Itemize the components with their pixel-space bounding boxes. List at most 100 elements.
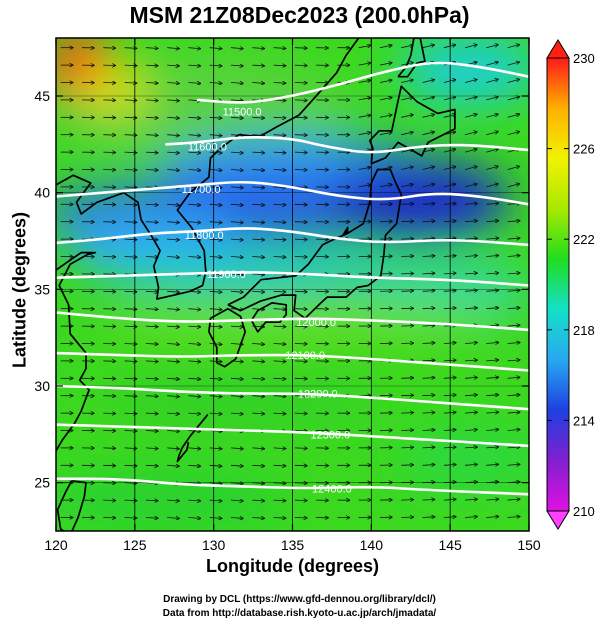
wind-arrow <box>124 483 137 484</box>
wind-arrow <box>507 273 520 274</box>
wind-arrow <box>528 430 529 431</box>
wind-arrow <box>401 204 413 205</box>
wind-arrow <box>273 291 286 292</box>
wind-arrow <box>443 97 456 101</box>
wind-arrow <box>401 308 413 309</box>
wind-arrow <box>188 518 200 519</box>
wind-arrow <box>230 117 243 118</box>
ryukyu-islands <box>176 414 209 463</box>
y-axis-label: Latitude (degrees) <box>9 211 30 369</box>
wind-arrow <box>145 170 158 171</box>
contour-label: 12400.0 <box>312 483 352 495</box>
wind-arrow <box>401 80 413 83</box>
wind-arrow <box>422 256 435 257</box>
wind-arrow <box>230 518 243 519</box>
wind-arrow <box>401 221 413 222</box>
wind-arrow <box>188 239 200 240</box>
wind-arrow <box>528 447 529 448</box>
wind-arrow <box>422 430 435 431</box>
wind-arrow <box>486 377 498 378</box>
credit-drawing: Drawing by DCL (https://www.gfd-dennou.o… <box>163 594 436 605</box>
wind-arrow <box>167 291 179 292</box>
wind-arrow <box>167 170 179 171</box>
wind-arrow <box>230 309 243 310</box>
wind-arrow <box>124 83 137 84</box>
wind-arrow <box>145 222 158 223</box>
wind-arrow <box>124 187 137 188</box>
wind-arrow <box>252 309 264 310</box>
kyushu-outline <box>208 307 247 368</box>
wind-arrow <box>167 117 179 118</box>
wind-arrow <box>465 499 477 500</box>
wind-arrow <box>273 465 286 466</box>
wind-arrow <box>507 360 520 361</box>
wind-arrow <box>167 100 179 101</box>
wind-arrow <box>209 170 222 171</box>
wind-arrow <box>209 257 222 258</box>
wind-arrow <box>401 150 413 153</box>
wind-arrow <box>252 204 264 205</box>
wind-arrow <box>167 257 179 258</box>
wind-arrow <box>230 222 243 223</box>
wind-arrow <box>465 464 477 465</box>
wind-arrow <box>465 360 477 361</box>
wind-arrow <box>188 483 200 484</box>
wind-arrow <box>507 184 520 188</box>
wind-arrow <box>145 100 158 101</box>
wind-arrow <box>358 80 371 83</box>
wind-arrow <box>252 152 264 153</box>
wind-arrow <box>167 326 179 327</box>
wind-arrow <box>422 238 435 239</box>
wind-arrow <box>167 83 179 84</box>
wind-arrow <box>230 326 243 327</box>
wind-arrow <box>465 167 477 170</box>
wind-arrow <box>188 326 200 327</box>
wind-arrow <box>124 378 137 379</box>
wind-arrow <box>422 291 435 292</box>
wind-arrow <box>209 500 222 501</box>
wind-arrow <box>486 184 498 188</box>
wind-arrow <box>145 309 158 310</box>
wind-arrow <box>379 132 392 136</box>
wind-arrow <box>422 517 435 518</box>
wind-arrow <box>443 221 456 222</box>
wind-arrow <box>167 396 179 397</box>
y-tick-label: 30 <box>34 378 50 394</box>
wind-arrow <box>486 132 498 136</box>
wind-arrow <box>188 170 200 171</box>
wind-arrow <box>145 500 158 501</box>
wind-arrow <box>188 291 200 292</box>
wind-arrow <box>252 344 264 345</box>
wind-arrow <box>486 149 498 153</box>
wind-arrow <box>465 80 477 83</box>
colorbar-tick-label: 210 <box>573 504 595 519</box>
wind-arrow <box>422 80 435 83</box>
wind-arrow <box>145 448 158 449</box>
wind-arrow <box>486 238 498 239</box>
wind-arrow <box>486 360 498 361</box>
wind-arrow <box>422 378 435 379</box>
wind-arrow <box>528 325 529 327</box>
wind-arrow <box>294 431 307 432</box>
wind-arrow <box>209 396 222 397</box>
wind-arrow <box>124 239 137 240</box>
wind-arrow <box>209 204 222 205</box>
wind-arrow <box>486 45 498 49</box>
wind-arrow <box>507 377 520 378</box>
wind-arrow <box>528 412 529 414</box>
wind-arrow <box>465 203 477 204</box>
wind-arrow <box>465 184 477 188</box>
wind-arrow <box>230 152 243 153</box>
wind-arrow <box>209 48 222 49</box>
wind-arrow <box>167 309 179 310</box>
wind-arrow <box>145 117 158 118</box>
wind-arrow <box>230 204 243 205</box>
x-axis: 120 125 130 135 140 145 150 <box>44 38 541 553</box>
wind-arrow <box>124 309 137 310</box>
russia-coast <box>222 38 360 147</box>
wind-arrow <box>273 222 286 223</box>
wind-arrow <box>358 46 371 49</box>
wind-arrow <box>443 114 456 118</box>
wind-arrow <box>486 273 498 274</box>
wind-arrow <box>443 499 456 500</box>
